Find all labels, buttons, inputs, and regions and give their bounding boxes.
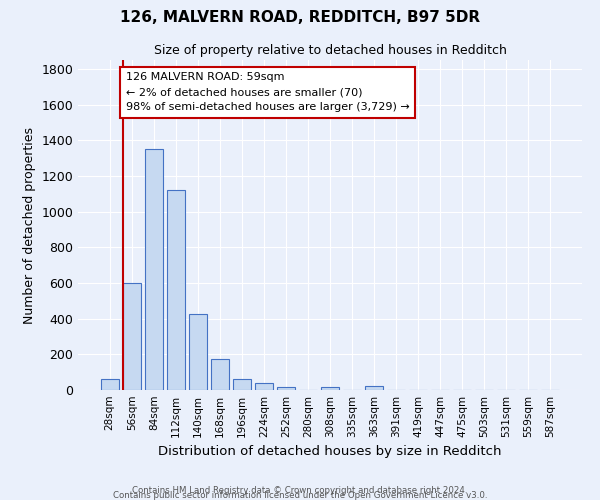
Bar xyxy=(189,314,206,390)
Text: Contains public sector information licensed under the Open Government Licence v3: Contains public sector information licen… xyxy=(113,490,487,500)
Title: Size of property relative to detached houses in Redditch: Size of property relative to detached ho… xyxy=(154,44,506,58)
Bar xyxy=(233,380,251,390)
Bar xyxy=(255,383,273,390)
Bar xyxy=(321,388,339,390)
Y-axis label: Number of detached properties: Number of detached properties xyxy=(23,126,36,324)
Text: 126 MALVERN ROAD: 59sqm
← 2% of detached houses are smaller (70)
98% of semi-det: 126 MALVERN ROAD: 59sqm ← 2% of detached… xyxy=(125,72,409,112)
Bar xyxy=(365,386,383,390)
Text: 126, MALVERN ROAD, REDDITCH, B97 5DR: 126, MALVERN ROAD, REDDITCH, B97 5DR xyxy=(120,10,480,25)
Bar xyxy=(211,359,229,390)
Bar xyxy=(145,149,163,390)
X-axis label: Distribution of detached houses by size in Redditch: Distribution of detached houses by size … xyxy=(158,446,502,458)
Bar xyxy=(123,283,140,390)
Text: Contains HM Land Registry data © Crown copyright and database right 2024.: Contains HM Land Registry data © Crown c… xyxy=(132,486,468,495)
Bar xyxy=(167,190,185,390)
Bar xyxy=(101,380,119,390)
Bar xyxy=(277,388,295,390)
